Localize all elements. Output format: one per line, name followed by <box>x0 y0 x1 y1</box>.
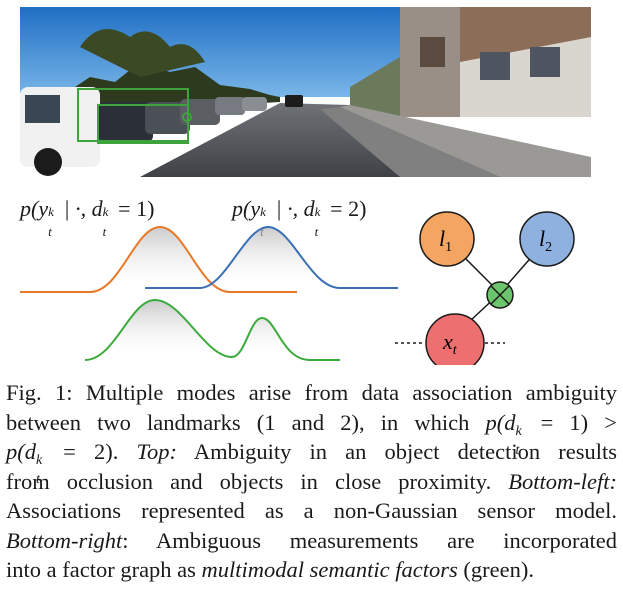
density-plots <box>20 225 398 361</box>
caption-line-6: Bottom-right: Ambiguous measurements are… <box>6 527 617 553</box>
caption-line-5: Associations represented as a non-Gaussi… <box>6 498 617 523</box>
caption-line-3: p(d k t = 2). Top: Ambiguity in an object … <box>6 439 618 487</box>
landmark-1-label: l1 <box>439 226 452 255</box>
caption-line-1: Fig. 1: Multiple modes arise from data a… <box>6 380 617 405</box>
mode2-likelihood-label: p(ykt | ·, dkt = 2) <box>232 196 367 239</box>
top-orange-curve <box>20 225 297 293</box>
top-blue-curve <box>145 225 398 289</box>
street-scene-image <box>20 7 591 177</box>
pose-label: xt <box>442 329 458 358</box>
bottom-green-shade <box>85 300 310 360</box>
top-blue-shade <box>200 227 340 288</box>
caption-line-2: between two landmarks (1 and 2), in whic… <box>6 409 617 458</box>
figure-caption: Fig. 1: Multiple modes arise from data a… <box>6 378 617 585</box>
caption-line-7: into a factor graph as multimodal semant… <box>6 557 534 582</box>
caption-line-4: from occlusion and objects in close prox… <box>6 468 617 494</box>
landmark-2-label: l2 <box>539 226 552 255</box>
top-orange-shade <box>90 227 230 292</box>
pose-node <box>425 313 485 365</box>
landmark-2-node <box>519 211 575 267</box>
bottom-green-curve <box>84 298 340 361</box>
landmark-1-node <box>419 211 475 267</box>
factor-graph: l1 l2 xt <box>395 211 575 365</box>
